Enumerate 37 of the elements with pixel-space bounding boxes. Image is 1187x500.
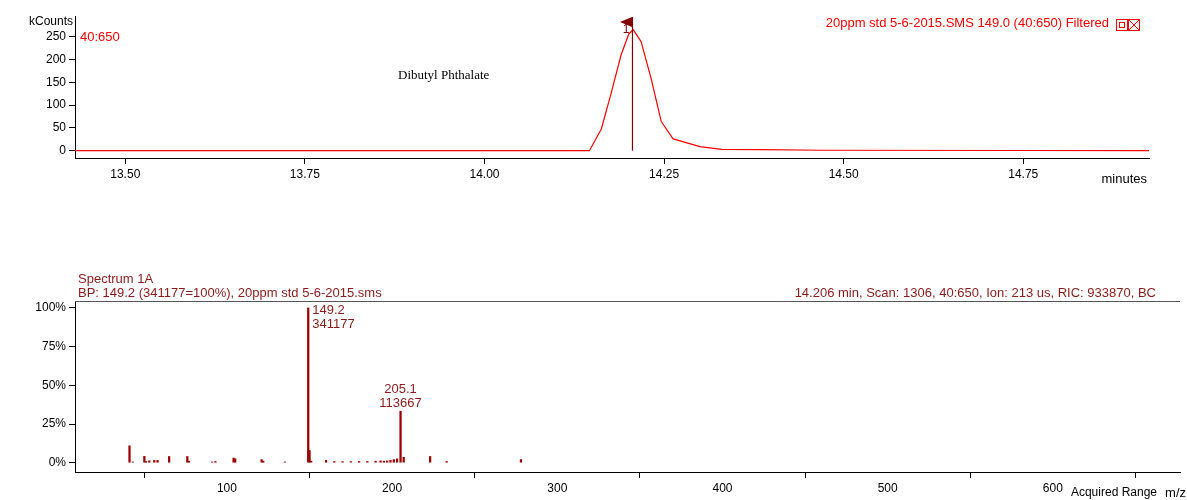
x-tick-label: 300 <box>547 480 568 495</box>
text: 14.206 min, Scan: 1306, 40:650, Ion: 213 us, RIC: 933870, BC <box>794 284 1156 300</box>
annotation: 40:650 <box>80 29 120 45</box>
y-tick-label: 0% <box>48 455 67 470</box>
x-tick-label: 400 <box>712 480 733 495</box>
x-tick-label: 600 <box>1042 480 1064 495</box>
annotation: 341177 <box>312 315 355 331</box>
y-tick-label: 100% <box>35 300 67 315</box>
annotation: 1 <box>622 22 630 37</box>
x-tick-label: 100 <box>216 480 238 495</box>
annotation: 149.2 <box>312 301 345 317</box>
annotation: Dibutyl Phthalate <box>398 66 490 82</box>
x-axis-title: minutes <box>1101 170 1148 186</box>
x-tick-label: 200 <box>382 480 403 495</box>
y-tick-label: 50 <box>52 120 67 135</box>
x-tick-label: 500 <box>877 480 898 495</box>
y-tick-label: 50% <box>41 377 67 392</box>
y-tick-label: 0 <box>59 143 67 158</box>
annotation: 205.1 <box>384 380 417 396</box>
annotation: 113667 <box>379 394 422 410</box>
y-tick-label: 200 <box>45 51 67 66</box>
y-tick-label: 25% <box>41 416 67 431</box>
y-tick-label: 150 <box>45 74 67 89</box>
x-tick-label: 14.25 <box>649 166 680 181</box>
x-tick-label: 13.50 <box>110 166 141 181</box>
x-tick-label: 13.75 <box>289 166 321 181</box>
y-axis-title: kCounts <box>28 14 73 29</box>
x-axis-title: m/z <box>1165 484 1186 500</box>
x-tick-label: 14.00 <box>469 166 500 181</box>
chart-title: 20ppm std 5-6-2015.SMS 149.0 (40:650) Filtered <box>825 14 1109 30</box>
y-tick-label: 250 <box>45 28 67 43</box>
text: Acquired Range <box>1070 485 1158 500</box>
y-tick-label: 100 <box>45 97 67 112</box>
x-tick-label: 14.75 <box>1008 166 1039 181</box>
x-tick-label: 14.50 <box>828 166 860 181</box>
y-tick-label: 75% <box>41 338 67 353</box>
chart-title: Spectrum 1A <box>78 270 154 286</box>
